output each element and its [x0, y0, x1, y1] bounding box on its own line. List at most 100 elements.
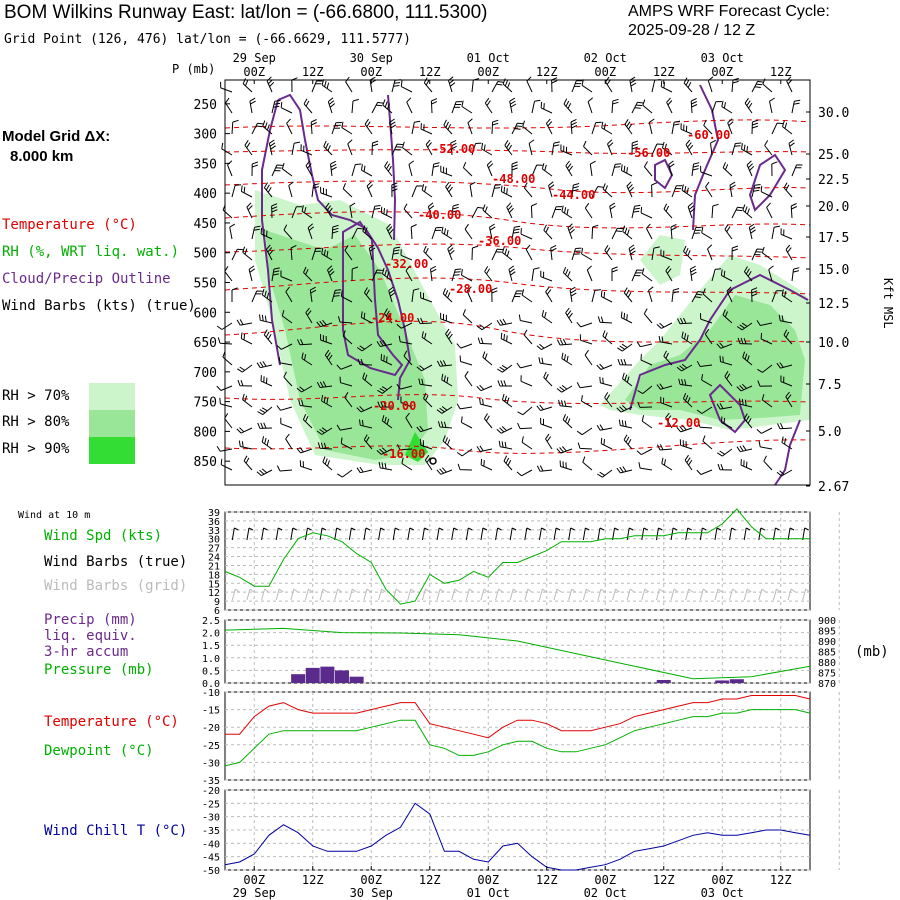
cross-section-wind-barb — [760, 332, 773, 345]
pressure-tick-label: 800 — [194, 425, 217, 440]
cross-section-wind-barb — [340, 437, 353, 450]
cross-section-wind-barb — [691, 162, 700, 177]
cross-section-wind-barb — [280, 101, 293, 114]
cross-section-wind-barb — [561, 205, 573, 219]
cross-section-wind-barb — [249, 97, 256, 114]
bottom-tick-label: 12Z — [302, 873, 324, 887]
cross-section-wind-barb — [225, 97, 233, 114]
cross-section-wind-barb — [702, 435, 713, 450]
cross-section-wind-barb — [523, 182, 533, 198]
y-tick-label: 36 — [208, 517, 220, 528]
bottom-tick-label: 00Z — [711, 873, 733, 887]
cross-section-wind-barb — [643, 308, 653, 324]
temperature-contour-label: -52.00 — [432, 142, 475, 156]
cross-section-wind-barb — [262, 120, 273, 135]
temperature-contour-label: -20.00 — [373, 399, 416, 413]
cross-section-wind-barb — [656, 383, 673, 390]
cross-section-wind-barb — [691, 226, 702, 240]
y-tick-label: 24 — [208, 553, 220, 564]
cross-section-wind-barb — [403, 350, 413, 366]
wind-barb-true — [407, 527, 415, 541]
label-liq-equiv: liq. equiv. — [44, 628, 137, 644]
cross-section-wind-barb — [244, 140, 253, 156]
cross-section-wind-barb — [331, 122, 342, 135]
cross-section-wind-barb — [658, 335, 673, 345]
cross-section-wind-barb — [581, 248, 593, 261]
top-tick-label: 00Z — [711, 65, 733, 79]
cross-section-wind-barb — [696, 360, 713, 367]
model-grid-value: 8.000 km — [10, 148, 74, 165]
cross-section-wind-barb — [476, 445, 493, 452]
cross-section-wind-barb — [331, 224, 339, 240]
rh70-swatch — [89, 383, 135, 410]
wind-barb-true — [495, 527, 502, 541]
cross-section-wind-barb — [702, 288, 713, 303]
y-tick-label: 12 — [208, 588, 220, 599]
cross-section-wind-barb — [356, 466, 373, 474]
cross-section-wind-barb — [520, 228, 533, 240]
cross-section-wind-barb — [360, 311, 373, 324]
y-tick-label: 27 — [208, 544, 220, 555]
cross-section-wind-barb — [327, 265, 335, 282]
top-date-label: 02 Oct — [584, 51, 627, 65]
cross-section-wind-barb — [631, 204, 641, 219]
cross-section-wind-barb — [628, 244, 636, 261]
cross-section-wind-barb — [660, 249, 673, 261]
cross-section-wind-barb — [431, 227, 442, 240]
grid-point-info: Grid Point (126, 476) lat/lon = (-66.662… — [4, 32, 411, 47]
cross-section-wind-barb — [420, 291, 433, 303]
cross-section-wind-barb — [469, 181, 476, 198]
temperature-panel: -35 -30 -25 -20 -15 -10 — [202, 688, 840, 787]
top-tick-label: 00Z — [243, 65, 265, 79]
cross-section-wind-barb — [242, 78, 253, 93]
cross-section-wind-barb — [521, 436, 533, 450]
cross-section-wind-barb — [290, 244, 297, 261]
bottom-tick-label: 00Z — [477, 873, 499, 887]
cross-section-wind-barb — [216, 445, 233, 452]
cross-section-wind-barb — [648, 118, 655, 135]
wind-barb-grid — [670, 588, 679, 601]
wind-barb-true — [348, 527, 356, 541]
cross-section-wind-barb — [518, 314, 533, 324]
cross-section-wind-barb — [522, 120, 533, 135]
temperature-contour-label: -32.00 — [385, 257, 428, 271]
model-grid-label: Model Grid ΔX: — [2, 128, 111, 145]
cross-section-wind-barb — [623, 434, 633, 450]
y-tick-label: 18 — [208, 570, 220, 581]
cross-section-wind-barb — [502, 246, 513, 261]
y-tick-label: 9 — [214, 597, 220, 608]
kft-tick-label: 20.0 — [818, 200, 849, 215]
cross-section-wind-barb — [783, 182, 793, 198]
cross-section-wind-barb — [704, 328, 713, 345]
cross-section-wind-barb — [400, 80, 413, 93]
cross-section-wind-barb — [491, 184, 501, 198]
cross-section-wind-barb — [530, 203, 538, 219]
cross-section-wind-barb — [440, 312, 453, 324]
cross-section-wind-barb — [543, 371, 553, 387]
temperature-contour — [224, 149, 811, 154]
kft-tick-label: 15.0 — [818, 263, 849, 278]
cross-section-wind-barb — [618, 419, 633, 429]
cross-section-wind-barb — [748, 223, 756, 240]
cross-section-wind-barb — [525, 244, 533, 261]
cross-section-barbs — [216, 76, 803, 478]
pressure-tick-label: 400 — [194, 187, 217, 202]
cross-section-wind-barb — [442, 435, 453, 450]
cross-section-wind-barb — [640, 206, 653, 219]
cross-section-wind-barb — [363, 434, 373, 450]
cross-section-wind-barb — [362, 372, 373, 387]
cross-section-wind-barb — [311, 183, 320, 198]
cross-section-wind-barb — [776, 469, 793, 477]
cross-section-wind-barb — [517, 422, 533, 430]
wind-barb-true — [626, 527, 634, 541]
cross-section-wind-barb — [410, 224, 417, 240]
cross-section-wind-barb — [536, 465, 553, 472]
cross-section-wind-barb — [257, 406, 273, 416]
cross-section-wind-barb — [685, 139, 694, 156]
cross-section-wind-barb — [576, 321, 593, 328]
y-tick-label: 2.0 — [202, 629, 220, 640]
wind-barb-grid — [655, 588, 664, 601]
y-tick-label: 39 — [208, 508, 220, 519]
wind-barb-grid — [407, 588, 416, 601]
cross-section-wind-barb — [791, 267, 800, 282]
